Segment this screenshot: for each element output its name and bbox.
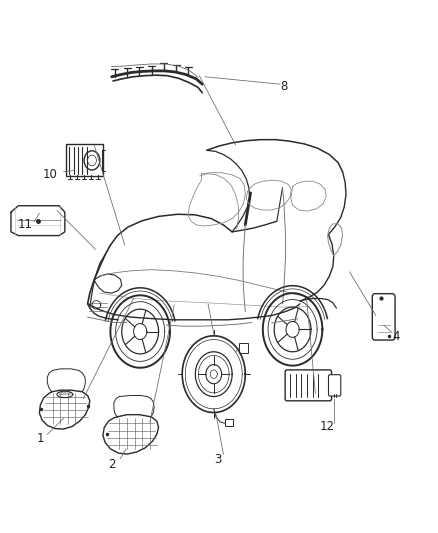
Bar [239,343,248,353]
FancyBboxPatch shape [328,375,341,396]
FancyBboxPatch shape [66,144,103,176]
Text: 8: 8 [280,80,287,93]
Text: 12: 12 [320,420,335,433]
FancyBboxPatch shape [285,370,332,401]
Text: 11: 11 [18,219,33,231]
Text: 1: 1 [36,432,44,445]
Text: 3: 3 [215,453,222,466]
Text: DODGE: DODGE [58,392,71,397]
Bar [225,419,233,426]
Text: 10: 10 [43,168,58,181]
Text: 4: 4 [392,330,400,343]
FancyBboxPatch shape [372,294,395,340]
Text: 2: 2 [108,458,116,471]
